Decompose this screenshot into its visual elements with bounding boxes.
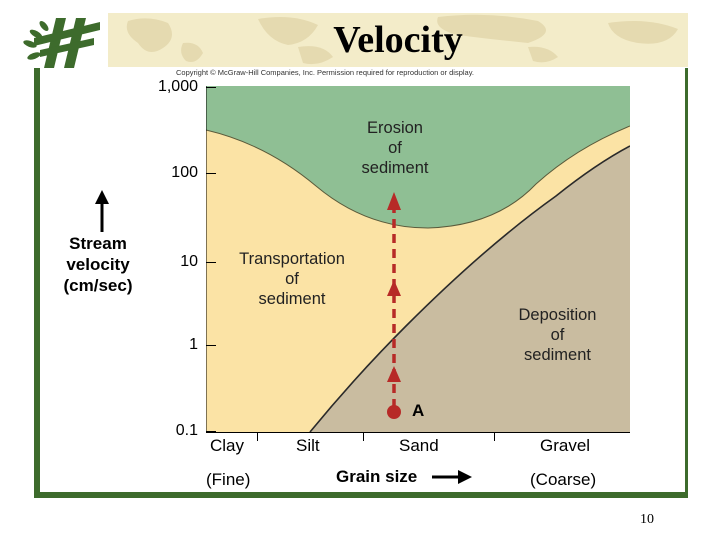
- y-tick-mark: [206, 431, 216, 432]
- transportation-label: Transportation of sediment: [239, 250, 345, 308]
- world-map-background: [126, 14, 678, 65]
- frame-left-bar: [34, 68, 40, 496]
- y-tick-mark: [206, 345, 216, 346]
- arrow-head: [387, 280, 401, 296]
- deposition-region: [310, 146, 630, 432]
- frame-bottom-bar: [34, 492, 686, 498]
- copyright-notice: Copyright © McGraw-Hill Companies, Inc. …: [176, 68, 474, 77]
- frame-right-bar: [685, 68, 688, 498]
- deposition-boundary: [309, 145, 630, 432]
- coarse-note: (Coarse): [530, 470, 597, 489]
- y-tick-label: 1,000: [157, 78, 198, 95]
- point-a-marker: [387, 405, 401, 419]
- point-a-label: A: [412, 401, 425, 420]
- y-tick-mark: [206, 262, 216, 263]
- arrow-head: [387, 192, 401, 210]
- hjulstrom-diagram: [206, 86, 630, 432]
- x-axis-label: Grain size: [336, 467, 418, 486]
- erosion-label: Erosion of sediment: [361, 119, 429, 177]
- x-tick-mark: [363, 432, 364, 441]
- y-tick-label: 100: [171, 164, 198, 181]
- arrow-head: [387, 366, 401, 382]
- right-arrow-icon: [432, 470, 472, 484]
- page-number: 10: [640, 512, 654, 527]
- up-arrow-icon: [95, 190, 109, 232]
- fine-note: (Fine): [206, 470, 251, 489]
- x-category-label: Sand: [399, 436, 439, 455]
- y-axis-label: Stream velocity (cm/sec): [63, 234, 133, 295]
- y-tick-mark: [206, 173, 216, 174]
- y-tick-label: 10: [180, 253, 198, 270]
- x-axis-line: [206, 432, 630, 433]
- title-banner: [108, 13, 688, 67]
- x-category-label: Silt: [296, 436, 320, 455]
- x-tick-mark: [257, 432, 258, 441]
- fern-logo: [23, 18, 100, 68]
- x-tick-mark: [494, 432, 495, 441]
- y-tick-mark: [206, 87, 216, 88]
- y-tick-label: 0.1: [175, 422, 198, 439]
- y-tick-label: 1: [189, 336, 198, 353]
- x-category-label: Clay: [210, 436, 245, 455]
- slide-title: Velocity: [333, 19, 463, 61]
- x-category-label: Gravel: [540, 436, 591, 455]
- erosion-region: [206, 86, 630, 228]
- erosion-boundary: [206, 125, 630, 229]
- deposition-label: Deposition of sediment: [518, 306, 597, 364]
